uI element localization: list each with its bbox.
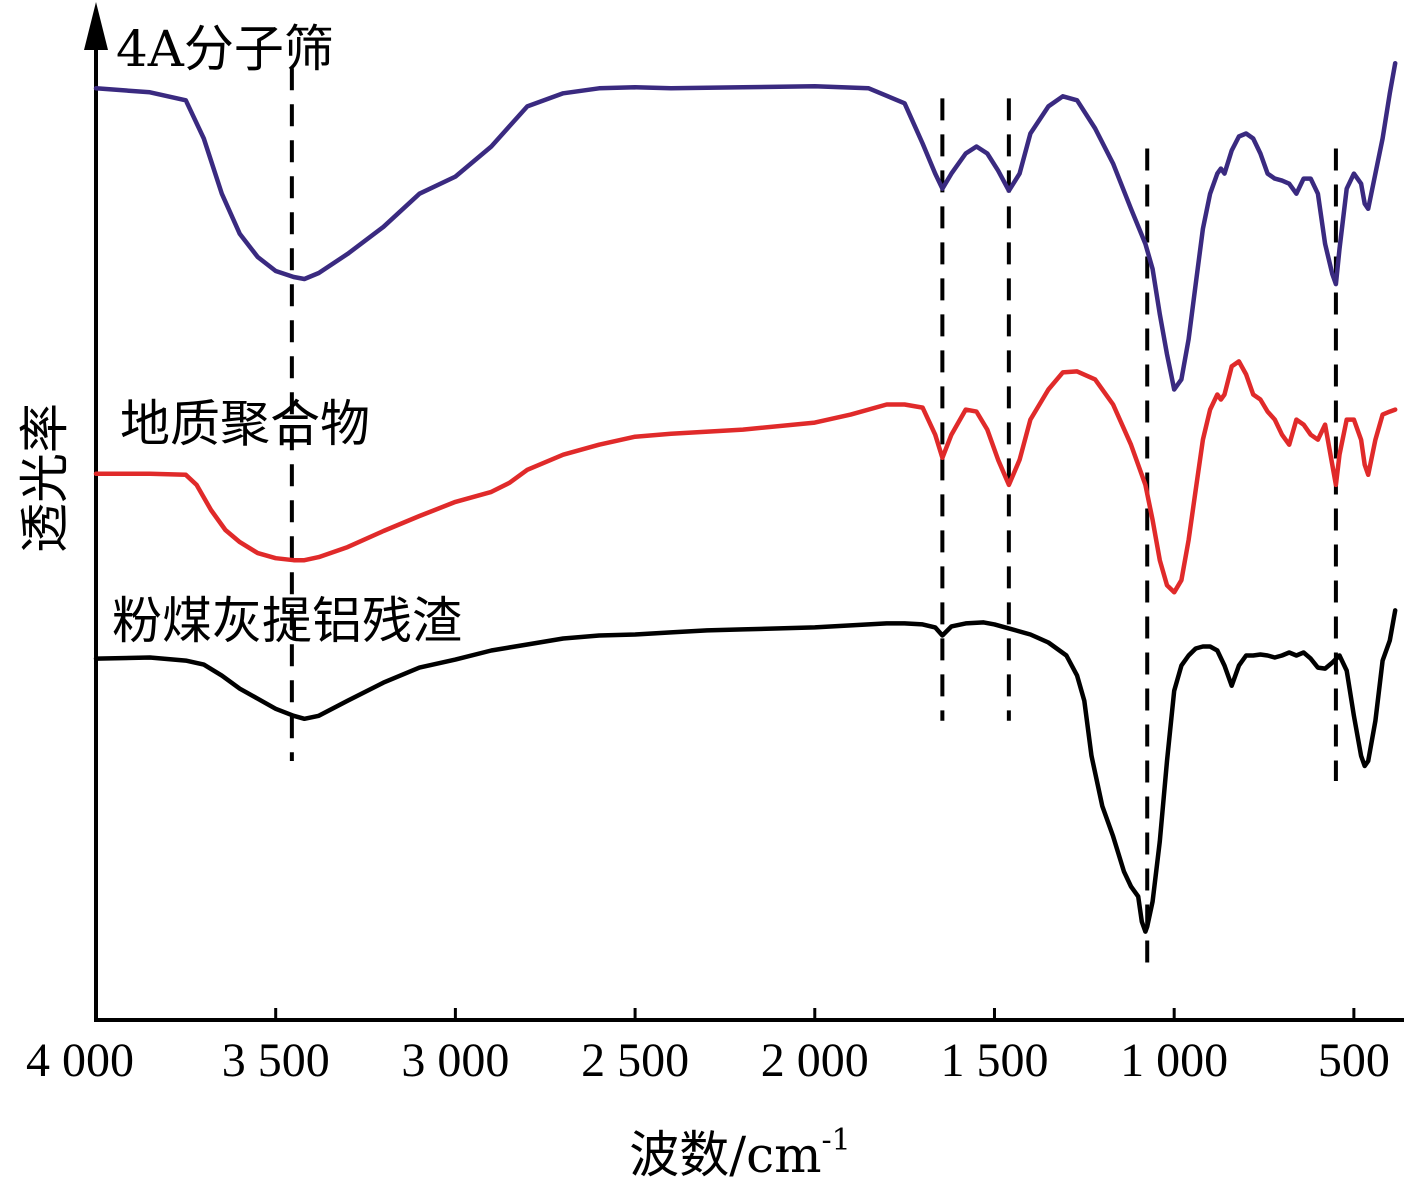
x-tick-label-4000: 4 000 — [26, 1034, 134, 1087]
x-axis-title: 波数/cm-1 — [629, 1123, 851, 1181]
x-tick-label-3500: 3 500 — [222, 1034, 330, 1087]
series-line-4a-zeolite — [93, 60, 1398, 392]
reference-lines — [289, 68, 1338, 972]
series-lines — [93, 60, 1398, 934]
series-line-fly-ash-residue — [93, 608, 1398, 934]
x-tick-label-2500: 2 500 — [581, 1034, 689, 1087]
x-tick-label-500: 500 — [1318, 1034, 1390, 1087]
series-label-fly-ash-residue: 粉煤灰提铝残渣 — [112, 592, 462, 650]
y-axis-arrow-icon — [84, 2, 108, 50]
series-line-geopolymer — [93, 359, 1398, 595]
x-axis-tick-labels: 4 000 3 500 3 000 2 500 2 000 1 500 1 000 500 — [26, 1034, 1390, 1087]
x-tick-label-2000: 2 000 — [761, 1034, 869, 1087]
y-axis-title: 透光率 — [16, 403, 74, 553]
x-tick-label-1500: 1 500 — [940, 1034, 1048, 1087]
series-label-geopolymer: 地质聚合物 — [120, 395, 370, 453]
x-axis-ticks — [94, 1008, 1356, 1020]
x-tick-label-1000: 1 000 — [1120, 1034, 1228, 1087]
x-axis-title-superscript: -1 — [822, 1123, 851, 1158]
series-label-4a-zeolite: 4A分子筛 — [116, 20, 334, 78]
x-tick-label-3000: 3 000 — [401, 1034, 509, 1087]
x-axis-title-text: 波数/cm — [629, 1126, 821, 1181]
